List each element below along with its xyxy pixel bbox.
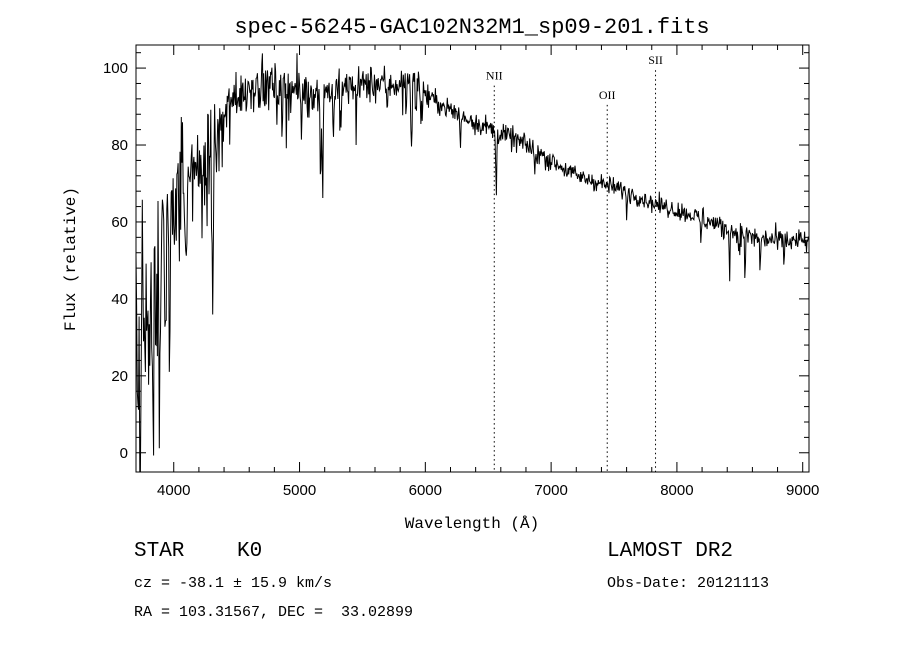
obs-date: Obs-Date: 20121113: [607, 575, 770, 592]
x-tick-label: 7000: [534, 482, 567, 499]
spectrum-line: [135, 53, 810, 473]
object-class: STAR: [134, 540, 185, 563]
x-tick-label: 4000: [157, 482, 190, 499]
object-subclass: K0: [237, 540, 263, 563]
chart-title: spec-56245-GAC102N32M1_sp09-201.fits: [234, 15, 709, 40]
coordinates: RA = 103.31567, DEC = 33.02899: [134, 604, 414, 621]
line-label-nii: NII: [486, 69, 503, 83]
y-tick-label: 40: [111, 291, 128, 308]
x-tick-label: 9000: [786, 482, 819, 499]
y-tick-label: 20: [111, 368, 128, 385]
line-label-sii: SII: [648, 53, 663, 67]
emission-line-markers: NII OII SII: [486, 53, 663, 472]
y-axis-label: Flux (relative): [62, 187, 80, 331]
x-axis-label: Wavelength (Å): [405, 515, 539, 533]
line-label-oii: OII: [599, 88, 616, 102]
y-tick-label: 100: [103, 60, 128, 77]
y-axis: 0 20 40 60 80 100: [103, 52, 809, 462]
x-tick-label: 6000: [409, 482, 442, 499]
y-tick-label: 0: [120, 445, 128, 462]
survey-name: LAMOST DR2: [607, 540, 734, 563]
x-axis: 4000 5000 6000 7000 8000 9000: [157, 45, 819, 499]
y-tick-label: 60: [111, 214, 128, 231]
x-tick-label: 5000: [283, 482, 316, 499]
redshift-cz: cz = -38.1 ± 15.9 km/s: [134, 575, 333, 592]
y-tick-label: 80: [111, 137, 128, 154]
x-tick-label: 8000: [660, 482, 693, 499]
